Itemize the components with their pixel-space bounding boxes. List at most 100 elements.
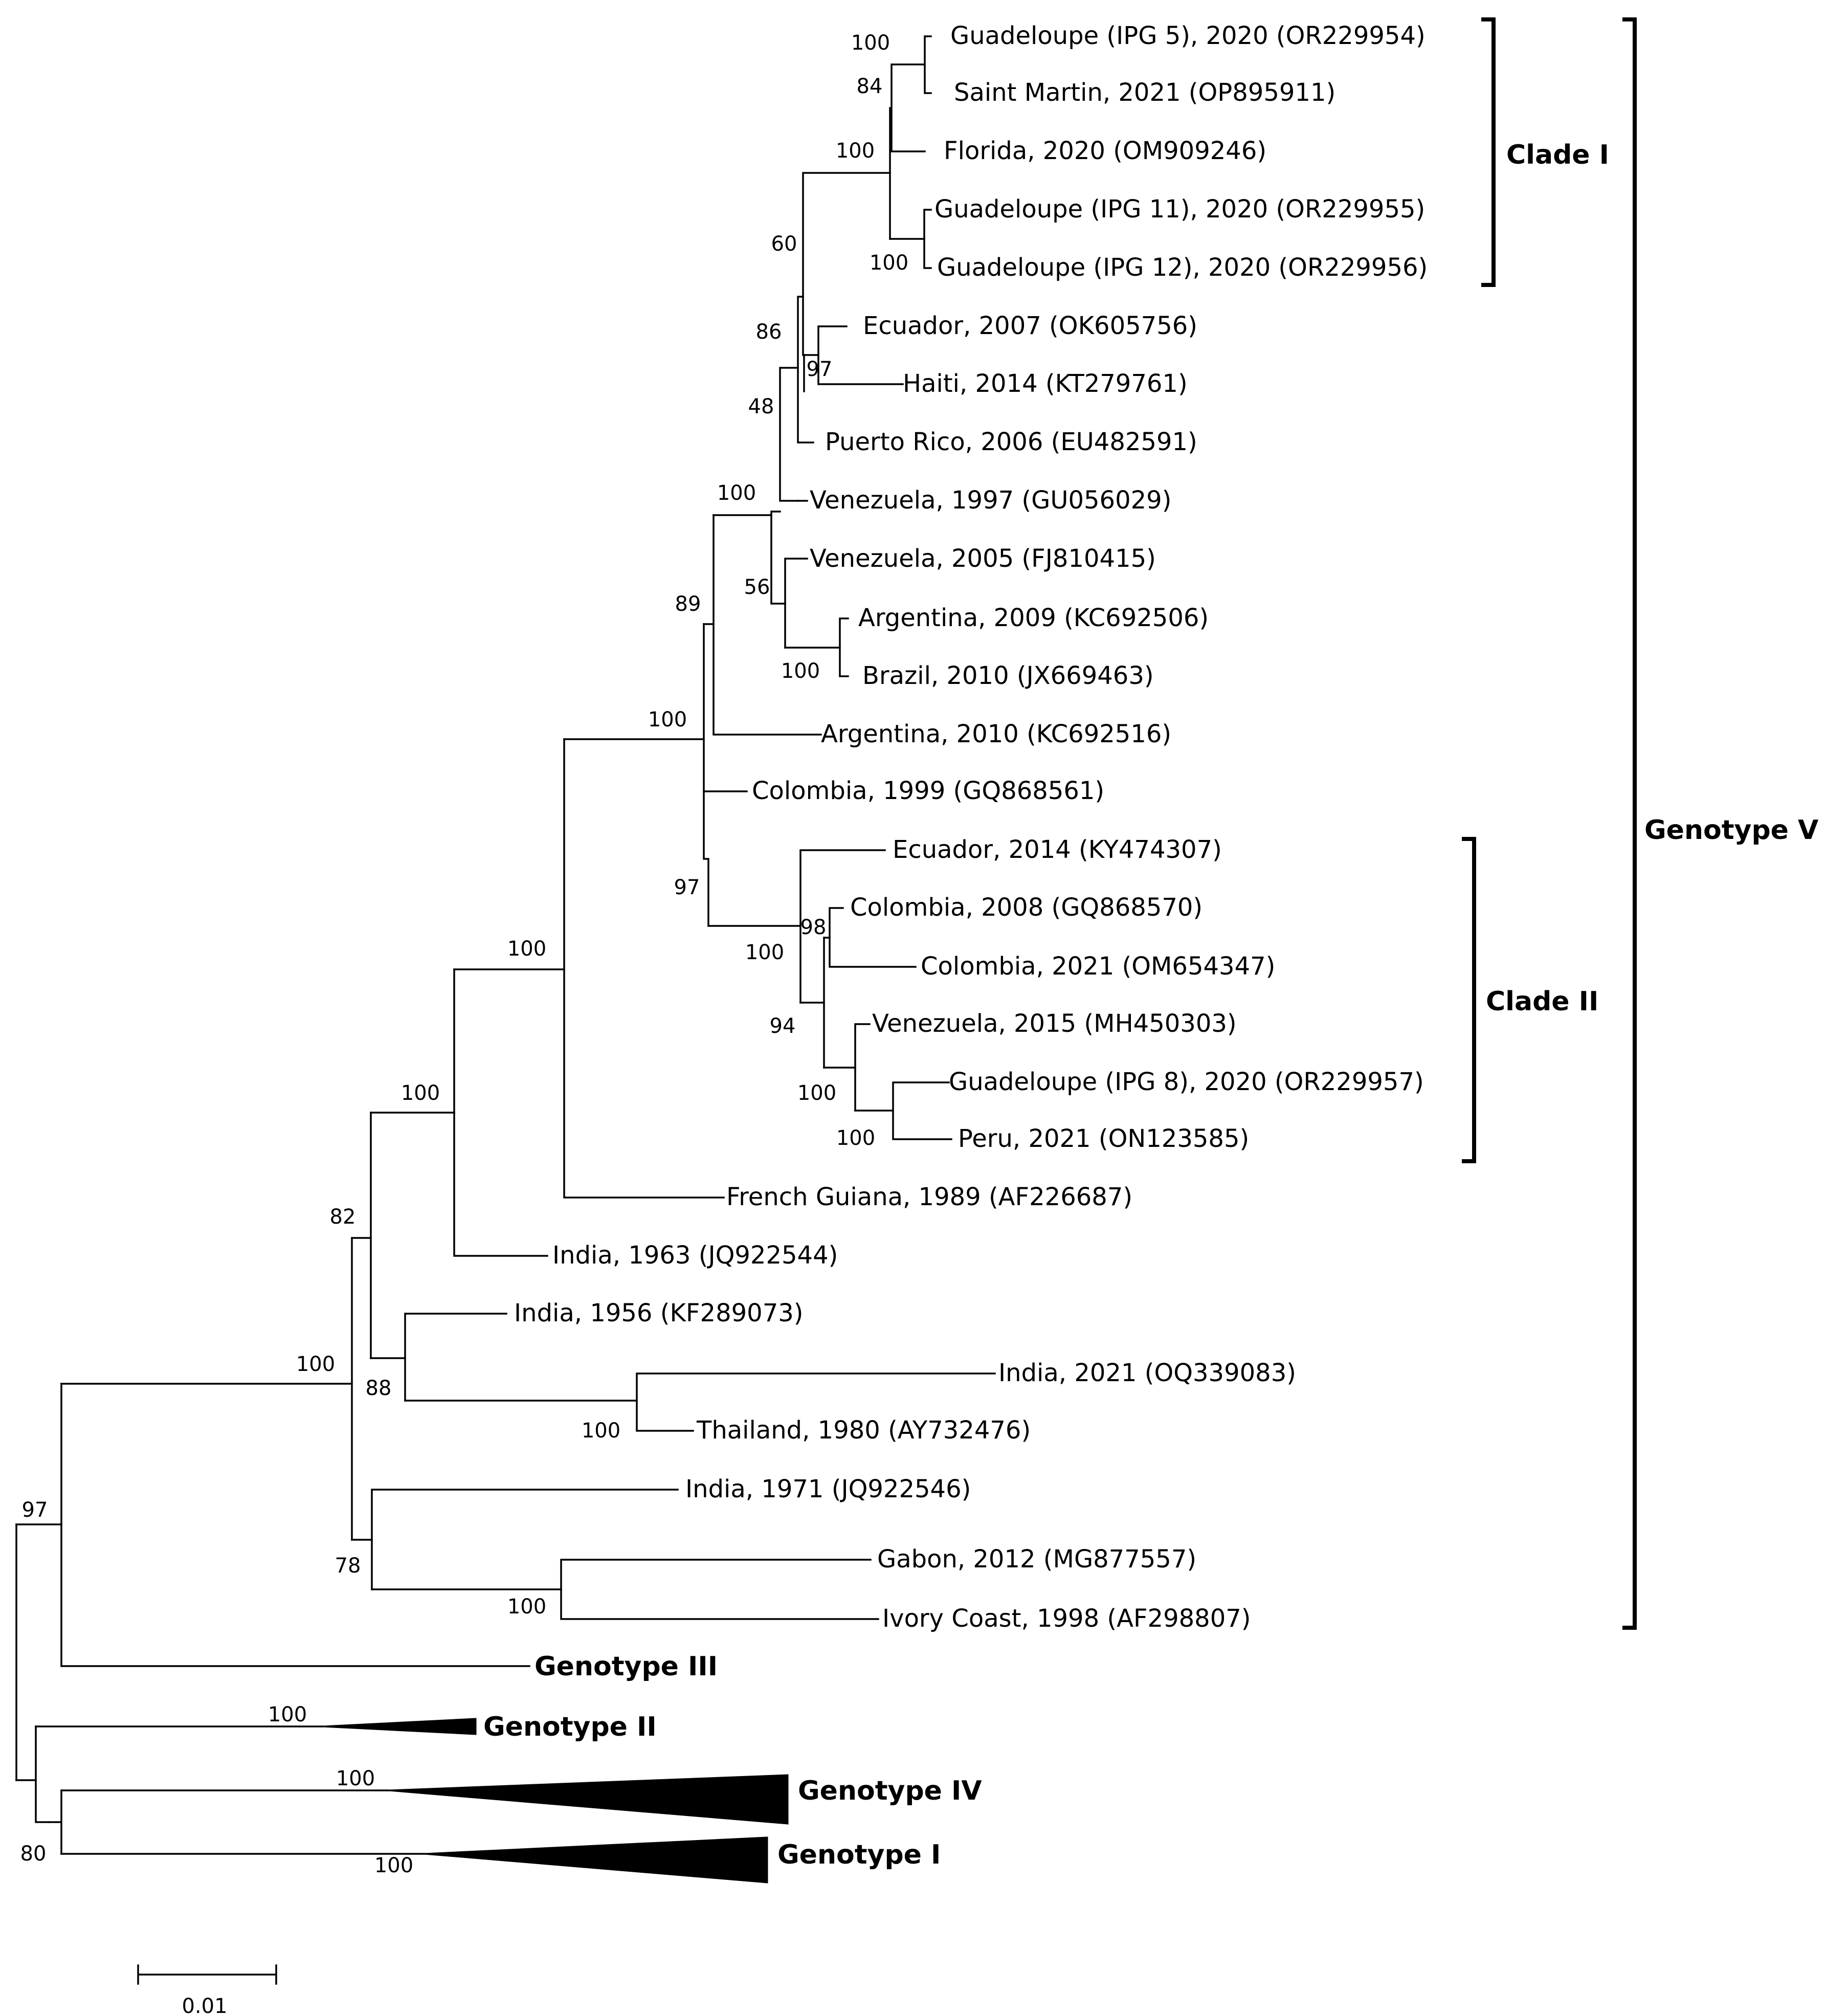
tree-branches xyxy=(15,35,996,1855)
bracket-genotype-v xyxy=(1622,17,1637,1630)
bootstrap-value: 100 xyxy=(836,1126,875,1150)
leaf-label: Colombia, 2008 (GQ868570) xyxy=(850,893,1203,922)
bootstrap-value: 82 xyxy=(330,1205,356,1229)
leaf-label: Peru, 2021 (ON123585) xyxy=(958,1124,1249,1153)
leaf-label: Ecuador, 2014 (KY474307) xyxy=(893,835,1222,864)
bootstrap-value: 78 xyxy=(335,1554,361,1578)
leaf-label: Venezuela, 1997 (GU056029) xyxy=(810,486,1171,515)
leaf-label: Argentina, 2009 (KC692506) xyxy=(858,604,1209,632)
branch xyxy=(770,511,786,605)
leaf-label: Gabon, 2012 (MG877557) xyxy=(877,1545,1196,1574)
bootstrap-value: 100 xyxy=(401,1081,440,1105)
group-label-genotype-i: Genotype I xyxy=(777,1840,941,1870)
bracket-label-clade-ii: Clade II xyxy=(1486,986,1598,1017)
bracket-label-genotype-v: Genotype V xyxy=(1644,815,1818,846)
leaf-label: Venezuela, 2005 (FJ810415) xyxy=(810,544,1156,573)
branch xyxy=(890,63,926,152)
branch xyxy=(48,1789,62,1855)
bracket-clade-ii xyxy=(1462,837,1476,1163)
bootstrap-value: 60 xyxy=(771,232,797,256)
bootstrap-value: 100 xyxy=(296,1353,335,1376)
bootstrap-value: 98 xyxy=(800,916,827,939)
branch xyxy=(924,35,932,94)
branch xyxy=(892,1081,952,1140)
branch xyxy=(923,209,932,269)
bootstrap-value: 100 xyxy=(268,1703,307,1726)
bootstrap-value: 100 xyxy=(797,1081,836,1105)
leaf-label: Florida, 2020 (OM909246) xyxy=(944,137,1266,165)
bootstrap-value: 97 xyxy=(674,876,700,899)
bootstrap-value: 100 xyxy=(582,1419,620,1443)
leaf-label: Thailand, 1980 (AY732476) xyxy=(696,1416,1031,1445)
branch xyxy=(703,790,748,927)
leaf-label: Argentina, 2010 (KC692516) xyxy=(821,720,1171,748)
branch xyxy=(779,367,799,502)
scale-bar xyxy=(137,1964,277,1985)
leaf-label: India, 2021 (OQ339083) xyxy=(998,1359,1296,1387)
bootstrap-value: 100 xyxy=(781,659,820,683)
leaf-label: Ecuador, 2007 (OK605756) xyxy=(863,312,1197,340)
bootstrap-value: 100 xyxy=(336,1767,375,1790)
leaf-label: Saint Martin, 2021 (OP895911) xyxy=(954,78,1335,107)
branch xyxy=(784,558,808,649)
branch xyxy=(453,968,548,1257)
bootstrap-value: 100 xyxy=(851,31,890,55)
bootstrap-value: 100 xyxy=(745,941,784,964)
leaf-label: India, 1971 (JQ922546) xyxy=(685,1475,971,1503)
branch xyxy=(712,514,822,736)
leaf-label: Colombia, 2021 (OM654347) xyxy=(921,952,1275,981)
leaf-label: Brazil, 2010 (JX669463) xyxy=(862,661,1154,690)
bootstrap-value: 100 xyxy=(836,139,875,163)
group-label-genotype-iii: Genotype III xyxy=(535,1651,718,1682)
leaf-label: Haiti, 2014 (KT279761) xyxy=(903,369,1188,398)
bootstrap-value: 100 xyxy=(507,1595,546,1619)
leaf-label: Colombia, 1999 (GQ868561) xyxy=(752,777,1104,805)
bootstrap-value: 100 xyxy=(717,481,756,505)
branch xyxy=(560,1559,879,1620)
bootstrap-value: 88 xyxy=(366,1377,392,1400)
bootstrap-value: 89 xyxy=(675,592,701,616)
branch xyxy=(563,738,725,1199)
leaf-label: Ivory Coast, 1998 (AF298807) xyxy=(882,1604,1251,1633)
scale-bar-label: 0.01 xyxy=(182,1995,227,2016)
bootstrap-value: 97 xyxy=(22,1498,48,1522)
group-label-genotype-ii: Genotype II xyxy=(483,1712,657,1742)
bootstrap-values: 100 84 100 100 60 86 97 48 100 56 100 89… xyxy=(20,31,909,1877)
leaf-labels: Guadeloupe (IPG 5), 2020 (OR229954) Sain… xyxy=(514,21,1428,1633)
branch xyxy=(371,1489,679,1590)
leaf-label: Venezuela, 2015 (MH450303) xyxy=(872,1009,1237,1038)
leaf-label: India, 1956 (KF289073) xyxy=(514,1299,804,1327)
collapsed-clade-genotype-iv xyxy=(388,1774,789,1825)
bootstrap-value: 80 xyxy=(20,1842,47,1866)
leaf-label: Guadeloupe (IPG 12), 2020 (OR229956) xyxy=(937,253,1428,282)
bracket-clade-i xyxy=(1481,17,1496,287)
branch xyxy=(797,296,814,444)
bootstrap-value: 100 xyxy=(374,1854,413,1877)
group-label-genotype-iv: Genotype IV xyxy=(798,1776,982,1806)
collapsed-clade-genotype-ii xyxy=(322,1718,477,1735)
branch xyxy=(404,1313,507,1402)
leaf-label: Puerto Rico, 2006 (EU482591) xyxy=(825,428,1197,456)
collapsed-clade-genotype-i xyxy=(424,1836,768,1884)
leaf-label: Guadeloupe (IPG 5), 2020 (OR229954) xyxy=(950,21,1426,50)
bootstrap-value: 94 xyxy=(770,1014,796,1038)
branch xyxy=(636,1372,996,1432)
bootstrap-value: 100 xyxy=(507,937,546,961)
bootstrap-value: 56 xyxy=(744,575,770,599)
branch xyxy=(35,1725,50,1823)
branch xyxy=(854,1023,871,1112)
leaf-label: French Guiana, 1989 (AF226687) xyxy=(726,1183,1132,1211)
bootstrap-value: 97 xyxy=(807,358,833,381)
bootstrap-value: 100 xyxy=(648,708,687,732)
bracket-label-clade-i: Clade I xyxy=(1506,140,1609,170)
branch xyxy=(60,1383,530,1667)
branch xyxy=(839,617,849,677)
leaf-label: Guadeloupe (IPG 11), 2020 (OR229955) xyxy=(934,195,1425,224)
leaf-label: India, 1963 (JQ922544) xyxy=(552,1241,838,1270)
bootstrap-value: 48 xyxy=(748,395,774,418)
bootstrap-value: 84 xyxy=(857,75,883,98)
bootstrap-value: 86 xyxy=(756,320,782,344)
bootstrap-value: 100 xyxy=(870,251,908,275)
leaf-label: Guadeloupe (IPG 8), 2020 (OR229957) xyxy=(949,1068,1424,1096)
